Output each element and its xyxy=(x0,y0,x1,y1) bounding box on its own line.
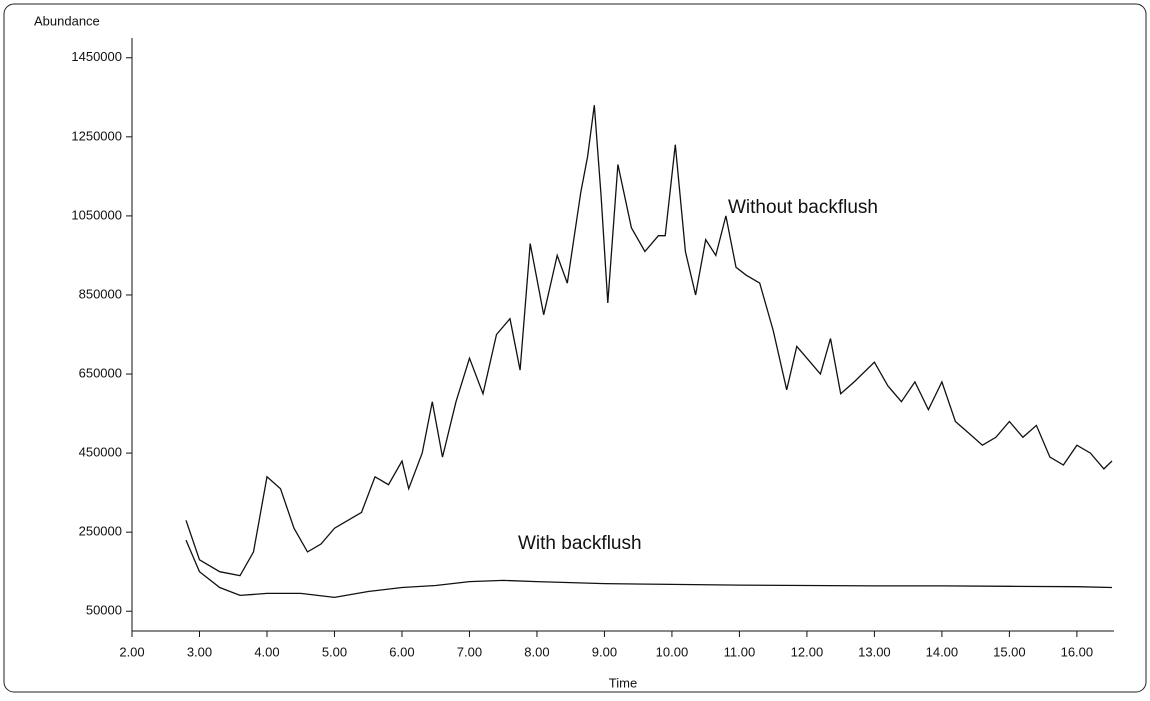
y-axis-label: Abundance xyxy=(34,13,100,28)
x-tick-label: 11.00 xyxy=(724,644,756,659)
x-tick-label: 2.00 xyxy=(119,644,144,659)
data-line xyxy=(185,105,1113,577)
x-tick-label: 7.00 xyxy=(457,644,482,659)
x-tick-label: 10.00 xyxy=(656,644,689,659)
y-tick-label: 1250000 xyxy=(71,128,122,143)
x-tick-label: 16.00 xyxy=(1061,644,1094,659)
x-tick-label: 3.00 xyxy=(187,644,212,659)
frame xyxy=(3,3,1147,693)
annotation: With backflush xyxy=(518,533,642,554)
data-line xyxy=(185,539,1113,599)
x-tick-label: 12.00 xyxy=(791,644,824,659)
annotation: Without backflush xyxy=(728,197,878,218)
y-tick-label: 50000 xyxy=(86,603,122,618)
x-tick-label: 8.00 xyxy=(524,644,549,659)
y-tick-label: 1450000 xyxy=(71,49,122,64)
y-tick-label: 450000 xyxy=(79,445,122,460)
x-tick-label: 13.00 xyxy=(858,644,891,659)
x-tick-label: 14.00 xyxy=(926,644,959,659)
y-tick-label: 1050000 xyxy=(71,207,122,222)
y-tick-label: 650000 xyxy=(79,365,122,380)
x-axis-label: Time xyxy=(609,675,637,690)
x-tick-label: 6.00 xyxy=(389,644,414,659)
y-tick-label: 850000 xyxy=(79,286,122,301)
y-tick-label: 250000 xyxy=(79,524,122,539)
x-tick-label: 9.00 xyxy=(592,644,617,659)
x-tick-label: 15.00 xyxy=(993,644,1026,659)
x-tick-label: 4.00 xyxy=(254,644,279,659)
x-tick-label: 5.00 xyxy=(322,644,347,659)
